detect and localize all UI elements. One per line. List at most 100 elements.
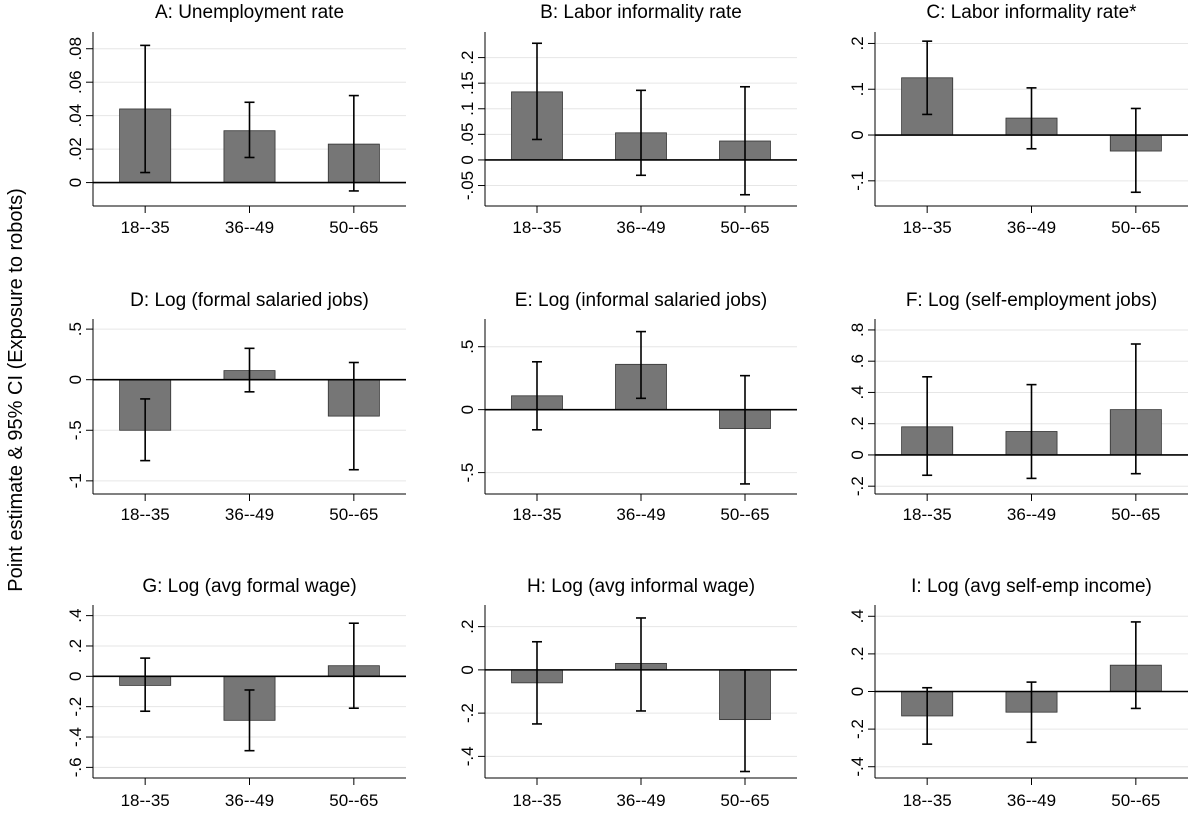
y-tick-label: .2: [66, 639, 85, 653]
y-tick-label: .4: [66, 609, 85, 623]
ci-whisker: [532, 42, 542, 141]
y-tick-label: -.1: [848, 171, 867, 191]
ci-whisker: [636, 617, 646, 712]
ci-whisker: [922, 376, 933, 477]
y-tick-label: -.2: [66, 697, 85, 717]
y-tick-label: -1: [66, 473, 85, 488]
panel-e: -.5 0 .5 18--35 36--49 50--65 E: Log (informal…: [458, 290, 797, 524]
ci-whisker: [140, 398, 151, 462]
x-tick-label: 50--65: [329, 218, 378, 237]
y-tick-label: .06: [66, 70, 85, 94]
ci-whisker: [244, 101, 255, 159]
x-tick-label: 50--65: [329, 505, 378, 524]
y-tick-label: -.5: [458, 463, 477, 483]
y-tick-label: -.4: [848, 757, 867, 777]
y-tick-label: .1: [458, 102, 477, 116]
ci-whisker: [1130, 107, 1141, 194]
x-tick-label: 50--65: [720, 505, 769, 524]
x-tick-label: 36--49: [1007, 505, 1056, 524]
x-tick-label: 18--35: [903, 791, 952, 810]
x-tick-label: 50--65: [1111, 218, 1160, 237]
x-tick-label: 50--65: [1111, 791, 1160, 810]
y-tick-label: .4: [848, 609, 867, 623]
x-tick-label: 18--35: [512, 791, 561, 810]
ci-whisker: [348, 94, 359, 192]
y-tick-label: 0: [66, 375, 85, 384]
y-tick-label: .08: [66, 37, 85, 61]
figure-y-axis-label: Point estimate & 95% CI (Exposure to rob…: [5, 188, 27, 592]
y-tick-label: .4: [848, 385, 867, 399]
ci-whisker: [1026, 383, 1037, 480]
ci-whisker: [922, 686, 933, 745]
y-tick-label: 0: [848, 450, 867, 459]
x-tick-label: 18--35: [121, 218, 170, 237]
ci-whisker: [922, 40, 933, 116]
panel-title: C: Labor informality rate*: [926, 2, 1137, 23]
y-tick-label: -.2: [848, 476, 867, 496]
panel-a: 0 .02 .04 .06 .08 18--35 36--49 50--65 A: Unempl…: [66, 2, 406, 237]
x-tick-label: 50--65: [1111, 505, 1160, 524]
ci-whisker: [636, 89, 646, 177]
y-tick-label: .02: [66, 137, 85, 161]
y-tick-label: .5: [66, 322, 85, 336]
ci-whisker: [140, 44, 151, 174]
x-tick-label: 36--49: [225, 218, 274, 237]
y-tick-label: 0: [66, 672, 85, 681]
ci-whisker: [740, 85, 750, 196]
y-tick-label: -.2: [458, 703, 477, 723]
y-tick-label: .2: [848, 647, 867, 661]
panel-title: E: Log (informal salaried jobs): [515, 290, 767, 311]
x-tick-label: 18--35: [903, 505, 952, 524]
y-tick-label: .2: [458, 620, 477, 634]
y-tick-label: .05: [458, 123, 477, 147]
ci-whisker: [740, 374, 750, 485]
x-tick-label: 36--49: [616, 218, 665, 237]
panel-title: H: Log (avg informal wage): [527, 576, 755, 597]
panel-grid: 0 .02 .04 .06 .08 18--35 36--49 50--65 A: Unempl…: [66, 2, 1188, 810]
y-tick-label: .2: [458, 50, 477, 64]
ci-whisker: [532, 640, 542, 725]
y-tick-label: -.6: [66, 757, 85, 777]
panel-i: -.4 -.2 0 .2 .4 18--35 36--49 50--65 I: Log (avg…: [848, 576, 1188, 810]
ci-whisker: [1130, 343, 1141, 475]
x-tick-label: 50--65: [329, 791, 378, 810]
x-tick-label: 36--49: [1007, 218, 1056, 237]
y-tick-label: -.05: [458, 171, 477, 200]
x-tick-label: 36--49: [225, 791, 274, 810]
panel-g: -.6 -.4 -.2 0 .2 .4 18--35 36--49 50--65 G: Log (…: [66, 576, 406, 810]
panel-title: I: Log (avg self-emp income): [911, 576, 1152, 597]
x-tick-label: 18--35: [903, 218, 952, 237]
panel-c: -.1 0 .1 .2 18--35 36--49 50--65 C: Labor infor…: [848, 2, 1188, 237]
ci-whisker: [244, 689, 255, 752]
y-tick-label: .8: [848, 323, 867, 337]
y-tick-label: -.4: [458, 746, 477, 766]
y-tick-label: 0: [848, 687, 867, 696]
y-tick-label: -.5: [66, 420, 85, 440]
y-tick-label: .15: [458, 71, 477, 95]
x-tick-label: 18--35: [121, 505, 170, 524]
x-tick-label: 18--35: [121, 791, 170, 810]
ci-whisker: [348, 622, 359, 709]
y-tick-label: -.2: [848, 719, 867, 739]
panel-h: -.4 -.2 0 .2 18--35 36--49 50--65 H: Log (avg i…: [458, 576, 797, 810]
x-tick-label: 50--65: [720, 218, 769, 237]
y-tick-label: 0: [848, 130, 867, 139]
ci-whisker: [740, 669, 750, 773]
ci-whisker: [1026, 681, 1037, 744]
panel-f: -.2 0 .2 .4 .6 .8 18--35 36--49 50--65 F: Log (se…: [848, 290, 1188, 524]
ci-whisker: [244, 347, 255, 393]
y-tick-label: -.4: [66, 727, 85, 747]
y-tick-label: .2: [848, 36, 867, 50]
ci-whisker: [140, 657, 151, 713]
panel-d: -1 -.5 0 .5 18--35 36--49 50--65 D: Log (formal…: [66, 290, 406, 524]
x-tick-label: 36--49: [616, 505, 665, 524]
panel-title: A: Unemployment rate: [155, 2, 344, 23]
y-tick-label: 0: [458, 405, 477, 414]
panel-b: -.05 0 .05 .1 .15 .2 18--35 36--49 50--65 B: Labo…: [458, 2, 797, 237]
x-tick-label: 18--35: [512, 505, 561, 524]
x-tick-label: 18--35: [512, 218, 561, 237]
y-tick-label: .04: [66, 104, 85, 128]
panel-title: G: Log (avg formal wage): [142, 576, 356, 597]
y-tick-label: 0: [458, 665, 477, 674]
